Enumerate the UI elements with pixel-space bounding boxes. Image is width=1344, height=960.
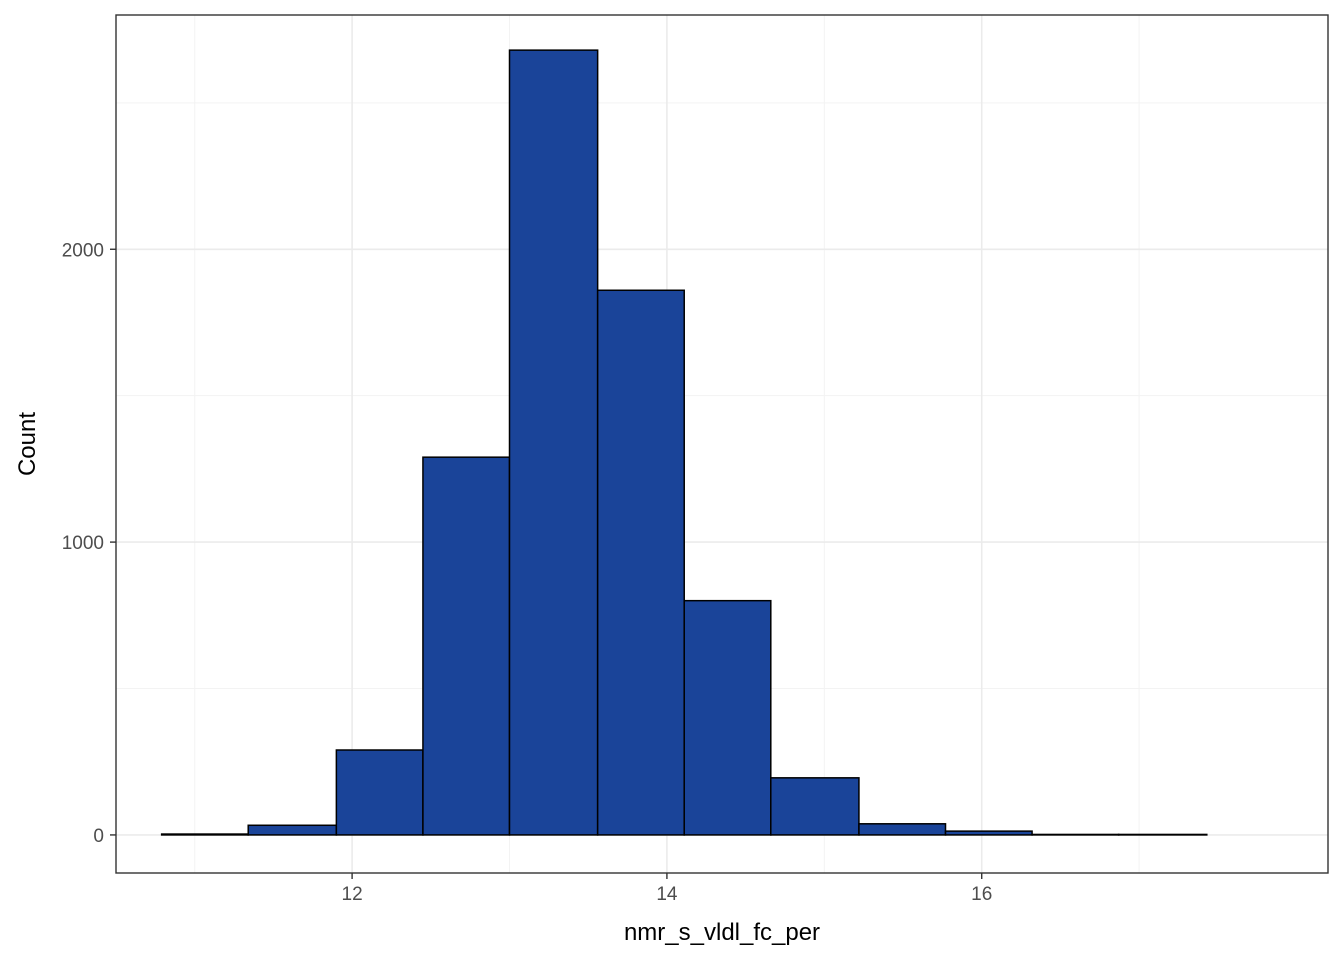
histogram-bar (1031, 833, 1120, 836)
histogram-bar (247, 824, 338, 836)
histogram-bar (335, 749, 424, 836)
y-tick-label: 2000 (62, 240, 104, 261)
panel-border (115, 14, 1329, 874)
y-tick-label: 1000 (62, 533, 104, 554)
histogram-bar (596, 289, 685, 836)
x-tick-label: 14 (656, 884, 678, 905)
y-tick-label: 0 (93, 826, 104, 847)
histogram-bar (770, 777, 860, 836)
histogram-bar (683, 599, 772, 836)
x-axis-title: nmr_s_vldl_fc_per (624, 919, 820, 946)
histogram-bar (858, 823, 947, 836)
x-tick-label: 16 (971, 884, 992, 905)
histogram-bar (508, 49, 599, 836)
histogram-bar (422, 456, 511, 836)
x-tick-label: 12 (342, 884, 363, 905)
histogram-bar (1117, 833, 1208, 836)
x-axis-ticks: 12 14 16 (342, 873, 992, 905)
y-axis-ticks: 0 1000 2000 (62, 240, 116, 847)
histogram-bar (944, 830, 1033, 836)
y-axis-title: Count (14, 412, 41, 476)
histogram-bar (160, 833, 249, 836)
histogram-bars (160, 49, 1208, 836)
